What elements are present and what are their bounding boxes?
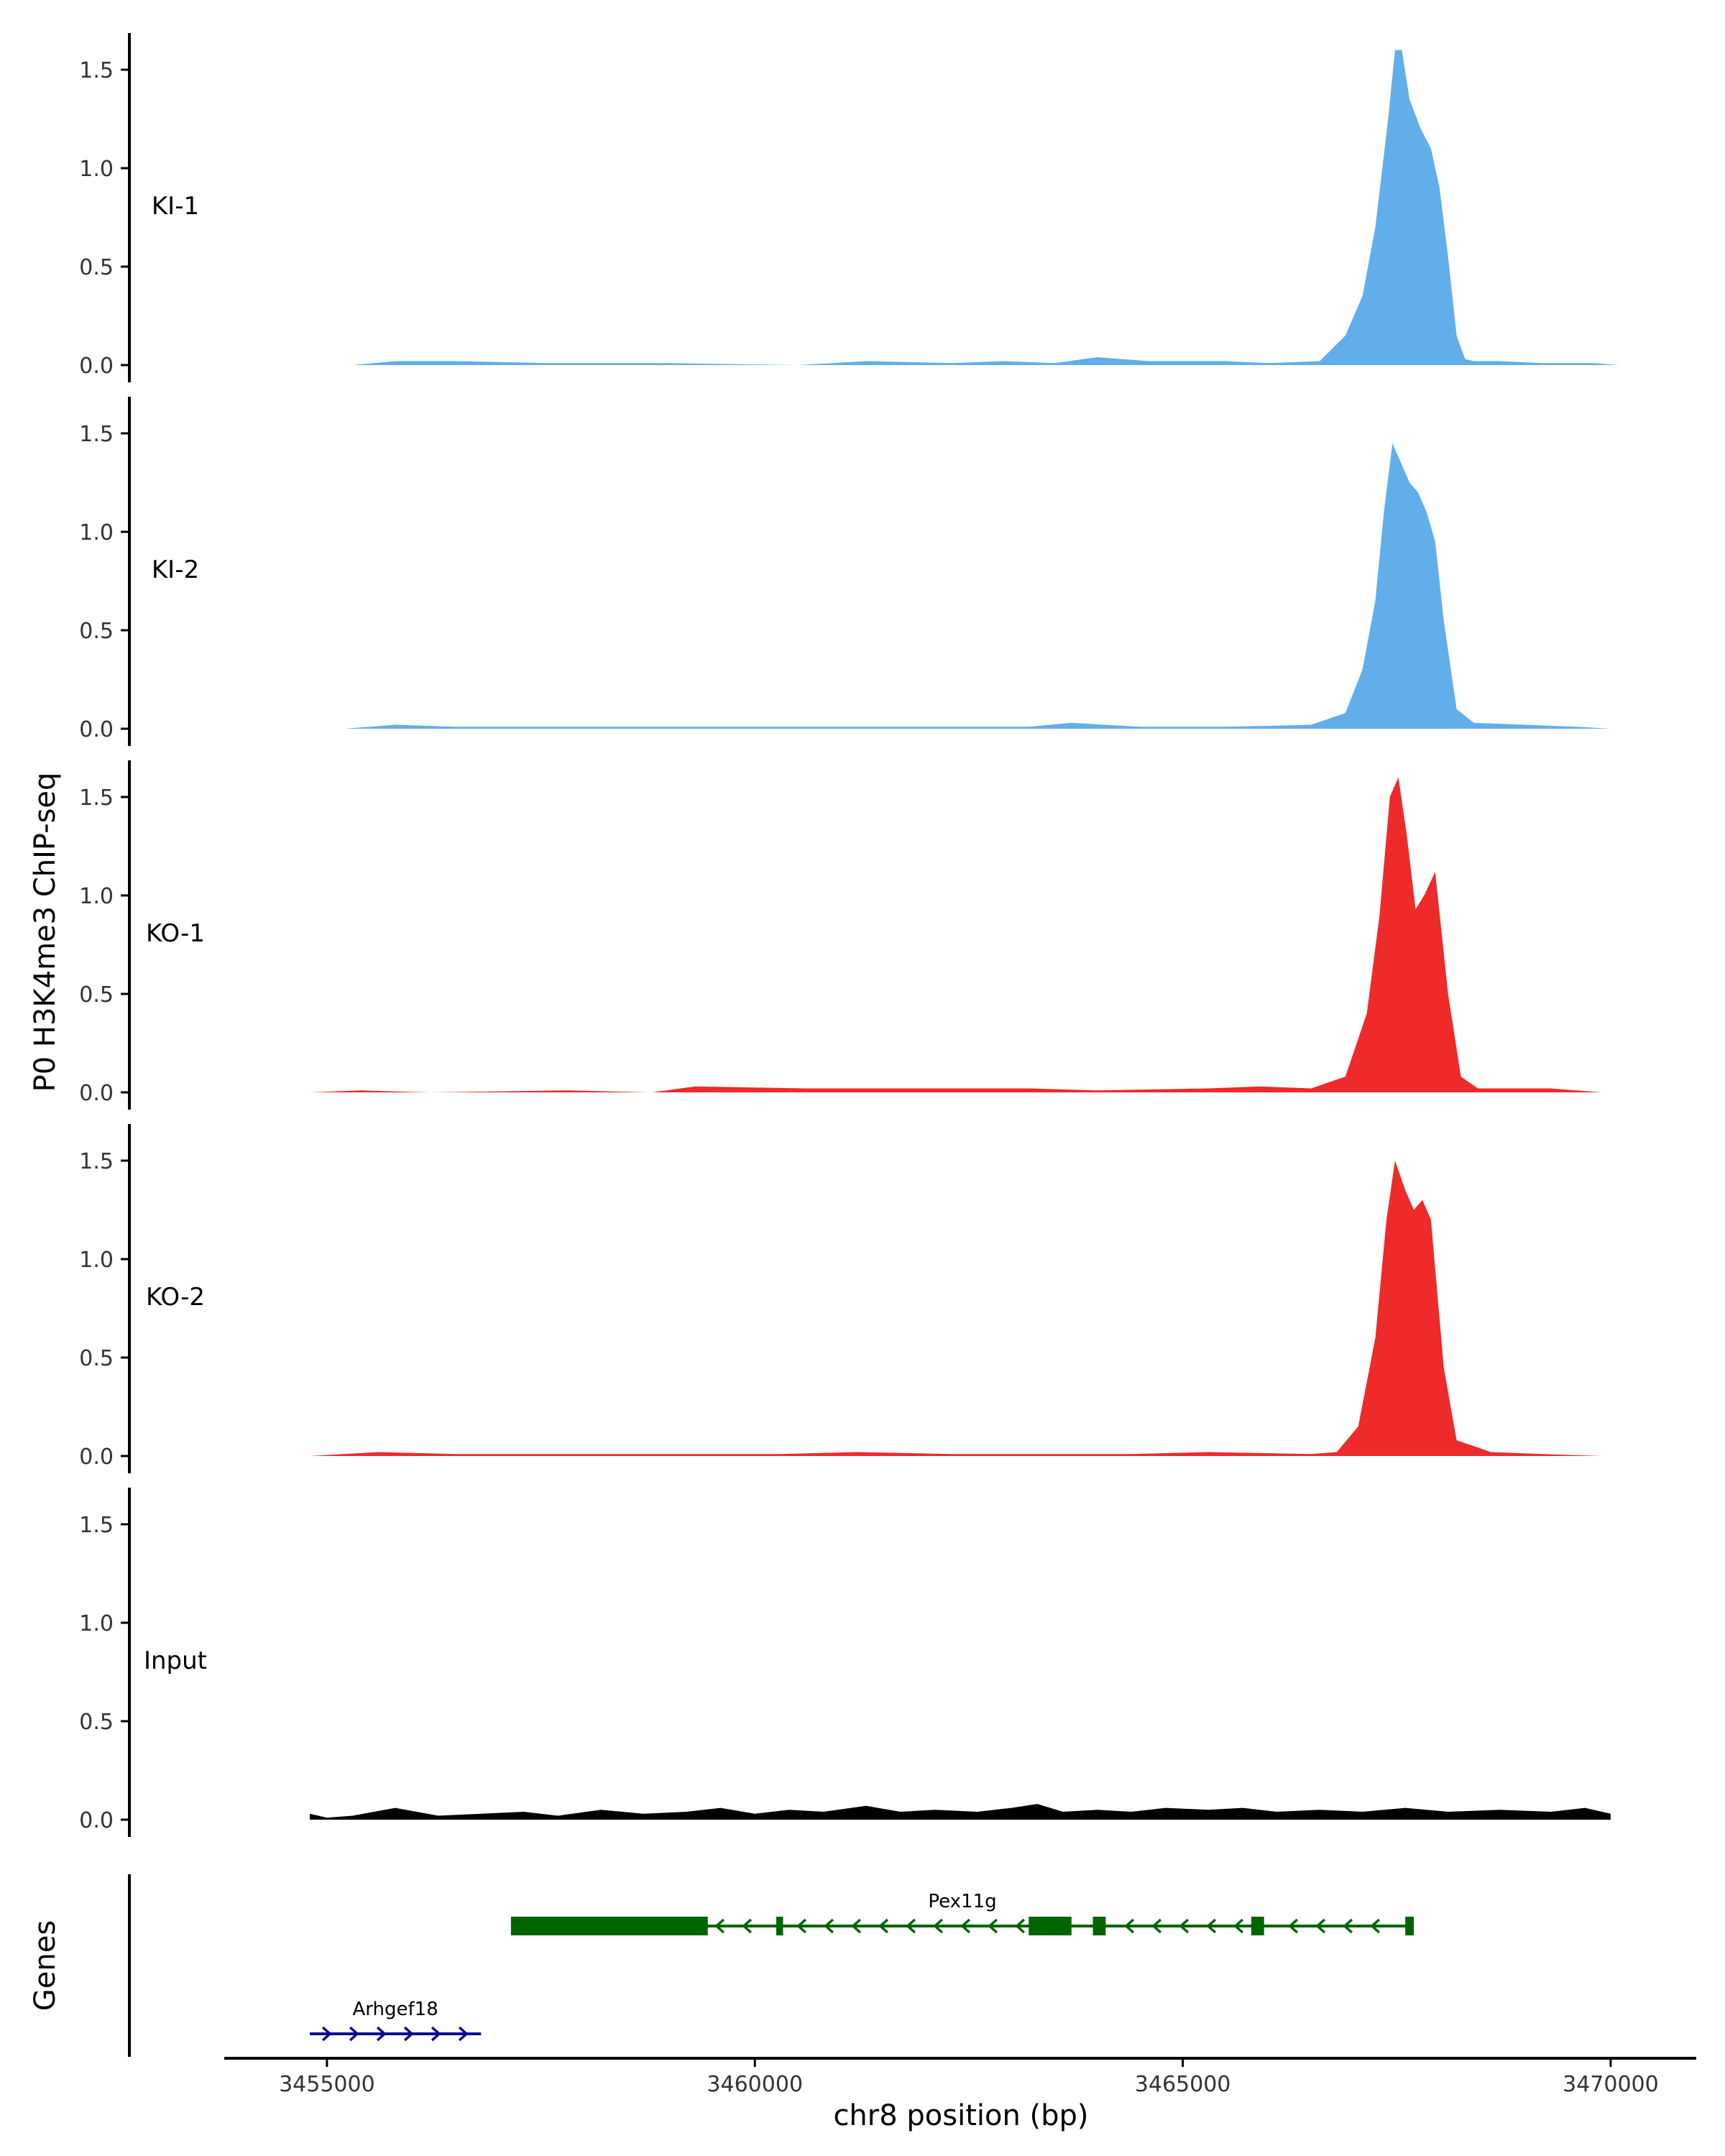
gene-exon bbox=[1092, 1917, 1106, 1935]
y-tick-label: 1.0 bbox=[79, 1611, 114, 1636]
strand-arrow bbox=[1151, 1918, 1162, 1934]
track-input: 0.0 0.5 1.0 1.5 Input bbox=[79, 1488, 1611, 1837]
track-ki-1: 0.0 0.5 1.0 1.5 KI-1 bbox=[79, 33, 1619, 382]
y-axis-title: P0 H3K4me3 ChIP-seq bbox=[29, 773, 62, 1092]
strand-arrow bbox=[824, 1918, 834, 1934]
y-tick-label: 1.5 bbox=[79, 422, 114, 447]
y-tick-label: 0.5 bbox=[79, 1346, 114, 1371]
strand-arrow bbox=[1288, 1918, 1299, 1934]
track-label: KO-1 bbox=[146, 919, 205, 948]
y-tick-label: 1.5 bbox=[79, 1149, 114, 1174]
strand-arrow bbox=[376, 2026, 387, 2042]
strand-arrow bbox=[988, 1918, 998, 1934]
signal-area bbox=[310, 777, 1603, 1092]
track-label: KI-1 bbox=[152, 192, 199, 221]
x-tick-label: 3470000 bbox=[1563, 2072, 1659, 2097]
track-ki-2: 0.0 0.5 1.0 1.5 KI-2 bbox=[79, 397, 1611, 746]
signal-tracks: 0.0 0.5 1.0 1.5 KI-1 0.0 0.5 1.0 1.5 KI-2 0.0 0.5 1.… bbox=[79, 33, 1619, 1837]
x-tick-label: 3465000 bbox=[1135, 2072, 1231, 2097]
x-tick-label: 3460000 bbox=[707, 2072, 803, 2097]
gene-exon bbox=[1251, 1917, 1264, 1935]
strand-arrow bbox=[1015, 1918, 1026, 1934]
track-label: KI-2 bbox=[152, 556, 199, 584]
y-tick-label: 0.0 bbox=[79, 1808, 114, 1833]
strand-arrow bbox=[1315, 1918, 1326, 1934]
track-label: Input bbox=[144, 1646, 207, 1675]
signal-area bbox=[310, 1804, 1611, 1820]
genes-track: Genes Arhgef18 Pex11g bbox=[29, 1874, 1414, 2057]
y-tick-label: 1.0 bbox=[79, 1248, 114, 1273]
strand-arrow bbox=[714, 1918, 725, 1934]
strand-arrow bbox=[878, 1918, 889, 1934]
y-tick-label: 1.0 bbox=[79, 884, 114, 909]
y-tick-label: 1.5 bbox=[79, 1513, 114, 1538]
strand-arrow bbox=[403, 2026, 414, 2042]
x-axis: 3455000 3460000 3465000 3470000 bbox=[224, 2057, 1696, 2097]
y-tick-label: 0.5 bbox=[79, 255, 114, 280]
strand-arrow bbox=[742, 1918, 753, 1934]
y-tick-label: 0.5 bbox=[79, 619, 114, 644]
track-ko-2: 0.0 0.5 1.0 1.5 KO-2 bbox=[79, 1124, 1603, 1473]
y-tick-label: 0.0 bbox=[79, 1445, 114, 1470]
gene-exon bbox=[510, 1917, 708, 1935]
strand-arrow bbox=[796, 1918, 807, 1934]
strand-arrow bbox=[458, 2026, 469, 2042]
strand-arrow bbox=[1179, 1918, 1190, 1934]
signal-area bbox=[310, 50, 1619, 365]
gene-exon bbox=[776, 1917, 783, 1935]
genes-track-label: Genes bbox=[29, 1920, 62, 2011]
strand-arrow bbox=[1124, 1918, 1135, 1934]
strand-arrow bbox=[1233, 1918, 1244, 1934]
gene-label: Arhgef18 bbox=[353, 1999, 438, 2020]
strand-arrow bbox=[1370, 1918, 1381, 1934]
signal-area bbox=[344, 443, 1611, 729]
strand-arrow bbox=[933, 1918, 944, 1934]
y-tick-label: 0.0 bbox=[79, 354, 114, 379]
strand-arrow bbox=[906, 1918, 916, 1934]
y-tick-label: 0.0 bbox=[79, 1081, 114, 1106]
x-tick-label: 3455000 bbox=[279, 2072, 375, 2097]
gene-pex11g: Pex11g bbox=[510, 1891, 1414, 1935]
gene-arhgef18: Arhgef18 bbox=[310, 1999, 482, 2042]
signal-area bbox=[310, 1161, 1603, 1456]
strand-arrow bbox=[349, 2026, 359, 2042]
gene-exon bbox=[1405, 1917, 1414, 1935]
strand-arrow bbox=[1206, 1918, 1217, 1934]
y-tick-label: 1.0 bbox=[79, 520, 114, 545]
strand-arrow bbox=[960, 1918, 971, 1934]
gene-exon bbox=[1029, 1917, 1072, 1935]
y-tick-label: 0.5 bbox=[79, 982, 114, 1008]
strand-arrow bbox=[1343, 1918, 1353, 1934]
strand-arrow bbox=[431, 2026, 441, 2042]
gene-label: Pex11g bbox=[928, 1891, 996, 1912]
strand-arrow bbox=[851, 1918, 862, 1934]
track-ko-1: 0.0 0.5 1.0 1.5 KO-1 bbox=[79, 760, 1603, 1110]
y-tick-label: 1.5 bbox=[79, 58, 114, 83]
y-tick-label: 1.0 bbox=[79, 157, 114, 182]
y-tick-label: 1.5 bbox=[79, 786, 114, 811]
strand-arrow bbox=[321, 2026, 332, 2042]
y-tick-label: 0.0 bbox=[79, 717, 114, 742]
y-tick-label: 0.5 bbox=[79, 1710, 114, 1735]
track-label: KO-2 bbox=[146, 1283, 205, 1312]
x-axis-title: chr8 position (bp) bbox=[833, 2099, 1088, 2132]
